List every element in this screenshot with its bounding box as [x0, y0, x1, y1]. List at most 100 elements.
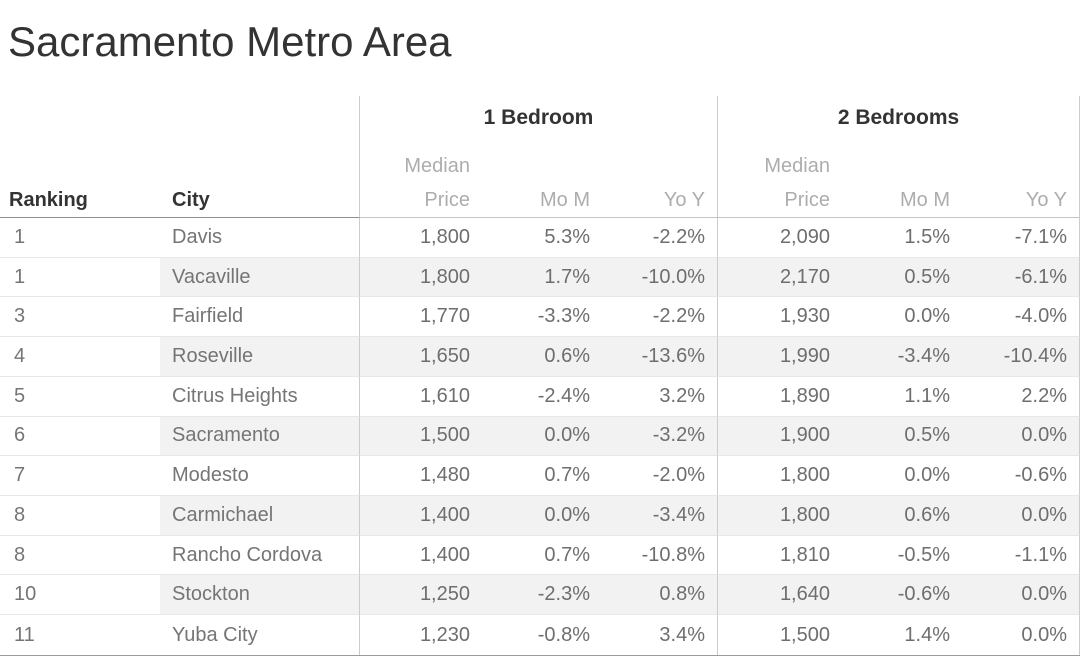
- cell-1br-mom: 0.7%: [470, 536, 590, 576]
- cell-1br-yoy: 0.8%: [590, 575, 718, 616]
- cell-1br-mom: -0.8%: [537, 623, 590, 646]
- cell-2br-mom: 0.0%: [830, 456, 950, 497]
- ranking-column-header: Ranking: [0, 140, 160, 218]
- cell-2br-yoy: -4.0%: [950, 297, 1080, 338]
- cell-ranking: 1: [0, 218, 160, 258]
- price-label: Price: [784, 189, 830, 211]
- cell-2br-mom: 0.0%: [830, 297, 950, 338]
- cell-2br-median-price: 1,900: [718, 416, 830, 457]
- cell-ranking: 4: [0, 337, 160, 377]
- cell-1br-mom: 5.3%: [470, 218, 590, 258]
- cell-1br-median-price: 1,800: [360, 218, 470, 258]
- cell-2br-median-price: 2,170: [718, 257, 830, 298]
- group-header-2-bedrooms: 2 Bedrooms: [718, 96, 1080, 140]
- subheader-mom-1br: Mo M: [470, 140, 590, 218]
- cell-2br-mom: 0.5%: [830, 257, 950, 298]
- cell-2br-median-price: 1,930: [718, 297, 830, 338]
- cell-1br-mom: 0.7%: [470, 456, 590, 497]
- cell-1br-median-price: 1,400: [360, 536, 470, 576]
- cell-2br-median-price: 1,990: [718, 337, 830, 377]
- cell-city: Rancho Cordova: [160, 535, 360, 576]
- cell-1br-mom: 0.0%: [470, 496, 590, 536]
- subheader-median-price-1br: Median Price: [360, 140, 470, 218]
- subheader-median-price-2br: Median Price: [718, 140, 830, 218]
- cell-1br-yoy: -3.2%: [590, 416, 718, 457]
- table-row: 10 Stockton 1,250 -2.3% 0.8% 1,640 -0.6%…: [0, 575, 1080, 616]
- cell-ranking: 8: [0, 496, 160, 536]
- cell-2br-median-price: 1,890: [718, 377, 830, 417]
- cell-1br-median-price: 1,250: [360, 575, 470, 616]
- table-row: 11 Yuba City 1,230 -0.8% 3.4% 1,500 1.4%…: [0, 615, 1080, 655]
- table-row: 8 Carmichael 1,400 0.0% -3.4% 1,800 0.6%…: [0, 496, 1080, 536]
- cell-ranking: 3: [0, 297, 160, 338]
- cell-city: Yuba City: [160, 615, 360, 655]
- cell-1br-yoy: -10.8%: [590, 535, 718, 576]
- table-header: 1 Bedroom 2 Bedrooms Ranking City Median…: [0, 96, 1080, 218]
- cell-1br-yoy: -2.2%: [590, 218, 718, 258]
- cell-2br-yoy: 2.2%: [950, 376, 1080, 417]
- cell-1br-mom: -3.3%: [470, 297, 590, 338]
- cell-city: Davis: [160, 218, 360, 258]
- cell-ranking: 7: [0, 456, 160, 497]
- cell-1br-yoy: -10.0%: [590, 257, 718, 298]
- cell-ranking: 1: [0, 257, 160, 298]
- table-row: 8 Rancho Cordova 1,400 0.7% -10.8% 1,810…: [0, 535, 1080, 576]
- cell-2br-median-price: 1,800: [718, 456, 830, 497]
- cell-2br-mom: 1.1%: [830, 377, 950, 417]
- table-body: 1 Davis 1,800 5.3% -2.2% 2,090 1.5% -7.1…: [0, 218, 1080, 656]
- cell-1br-mom: 0.6%: [470, 337, 590, 377]
- metro-table: 1 Bedroom 2 Bedrooms Ranking City Median…: [0, 96, 1080, 656]
- group-header-1-bedroom: 1 Bedroom: [360, 96, 718, 140]
- cell-1br-mom: -2.4%: [470, 377, 590, 417]
- price-label: Price: [424, 189, 470, 211]
- cell-1br-yoy: -2.0%: [590, 456, 718, 497]
- cell-2br-mom: 0.5%: [830, 416, 950, 457]
- cell-2br-median-price: 1,640: [718, 575, 830, 616]
- cell-2br-median-price: 1,500: [779, 623, 830, 646]
- median-label: Median: [404, 155, 470, 177]
- cell-2br-yoy: 0.0%: [950, 416, 1080, 457]
- cell-2br-mom: -0.6%: [830, 575, 950, 616]
- cell-2br-median-price: 2,090: [718, 218, 830, 258]
- table-row: 7 Modesto 1,480 0.7% -2.0% 1,800 0.0% -0…: [0, 456, 1080, 497]
- cell-1br-median-price: 1,400: [360, 496, 470, 536]
- cell-city: Sacramento: [160, 416, 360, 457]
- cell-1br-yoy: -3.4%: [590, 496, 718, 536]
- cell-2br-yoy: 0.0%: [950, 615, 1080, 655]
- cell-ranking: 6: [0, 416, 160, 457]
- cell-2br-yoy: -0.6%: [950, 456, 1080, 497]
- table-row: 3 Fairfield 1,770 -3.3% -2.2% 1,930 0.0%…: [0, 297, 1080, 338]
- table-row: 4 Roseville 1,650 0.6% -13.6% 1,990 -3.4…: [0, 337, 1080, 377]
- cell-1br-median-price: 1,610: [360, 377, 470, 417]
- cell-1br-median-price: 1,230: [419, 623, 470, 646]
- table-row: 6 Sacramento 1,500 0.0% -3.2% 1,900 0.5%…: [0, 416, 1080, 457]
- cell-city: Carmichael: [160, 496, 360, 536]
- cell-ranking: 11: [0, 615, 160, 655]
- cell-1br-mom: 1.7%: [470, 257, 590, 298]
- subheader-yoy-1br: Yo Y: [590, 140, 718, 218]
- cell-1br-yoy: -2.2%: [590, 297, 718, 338]
- cell-city: Roseville: [160, 337, 360, 377]
- cell-2br-mom: 1.4%: [904, 623, 950, 646]
- cell-2br-yoy: -1.1%: [950, 535, 1080, 576]
- cell-1br-median-price: 1,800: [360, 257, 470, 298]
- cell-2br-yoy: -10.4%: [950, 337, 1080, 377]
- table-row: 5 Citrus Heights 1,610 -2.4% 3.2% 1,890 …: [0, 376, 1080, 417]
- table-row: 1 Vacaville 1,800 1.7% -10.0% 2,170 0.5%…: [0, 257, 1080, 298]
- header-spacer: [0, 96, 360, 140]
- median-label: Median: [764, 155, 830, 177]
- cell-1br-median-price: 1,770: [360, 297, 470, 338]
- cell-2br-yoy: -7.1%: [950, 218, 1080, 258]
- cell-2br-yoy: 0.0%: [950, 575, 1080, 616]
- cell-2br-mom: -0.5%: [830, 536, 950, 576]
- cell-2br-mom: -3.4%: [830, 337, 950, 377]
- cell-1br-median-price: 1,650: [360, 337, 470, 377]
- subheader-yoy-2br: Yo Y: [950, 140, 1080, 218]
- cell-city: Stockton: [160, 575, 360, 616]
- cell-city: Modesto: [160, 456, 360, 497]
- cell-ranking: 5: [0, 376, 160, 417]
- cell-1br-mom: -2.3%: [470, 575, 590, 616]
- cell-2br-yoy: -6.1%: [950, 257, 1080, 298]
- cell-1br-median-price: 1,480: [360, 456, 470, 497]
- cell-city: Citrus Heights: [160, 376, 360, 417]
